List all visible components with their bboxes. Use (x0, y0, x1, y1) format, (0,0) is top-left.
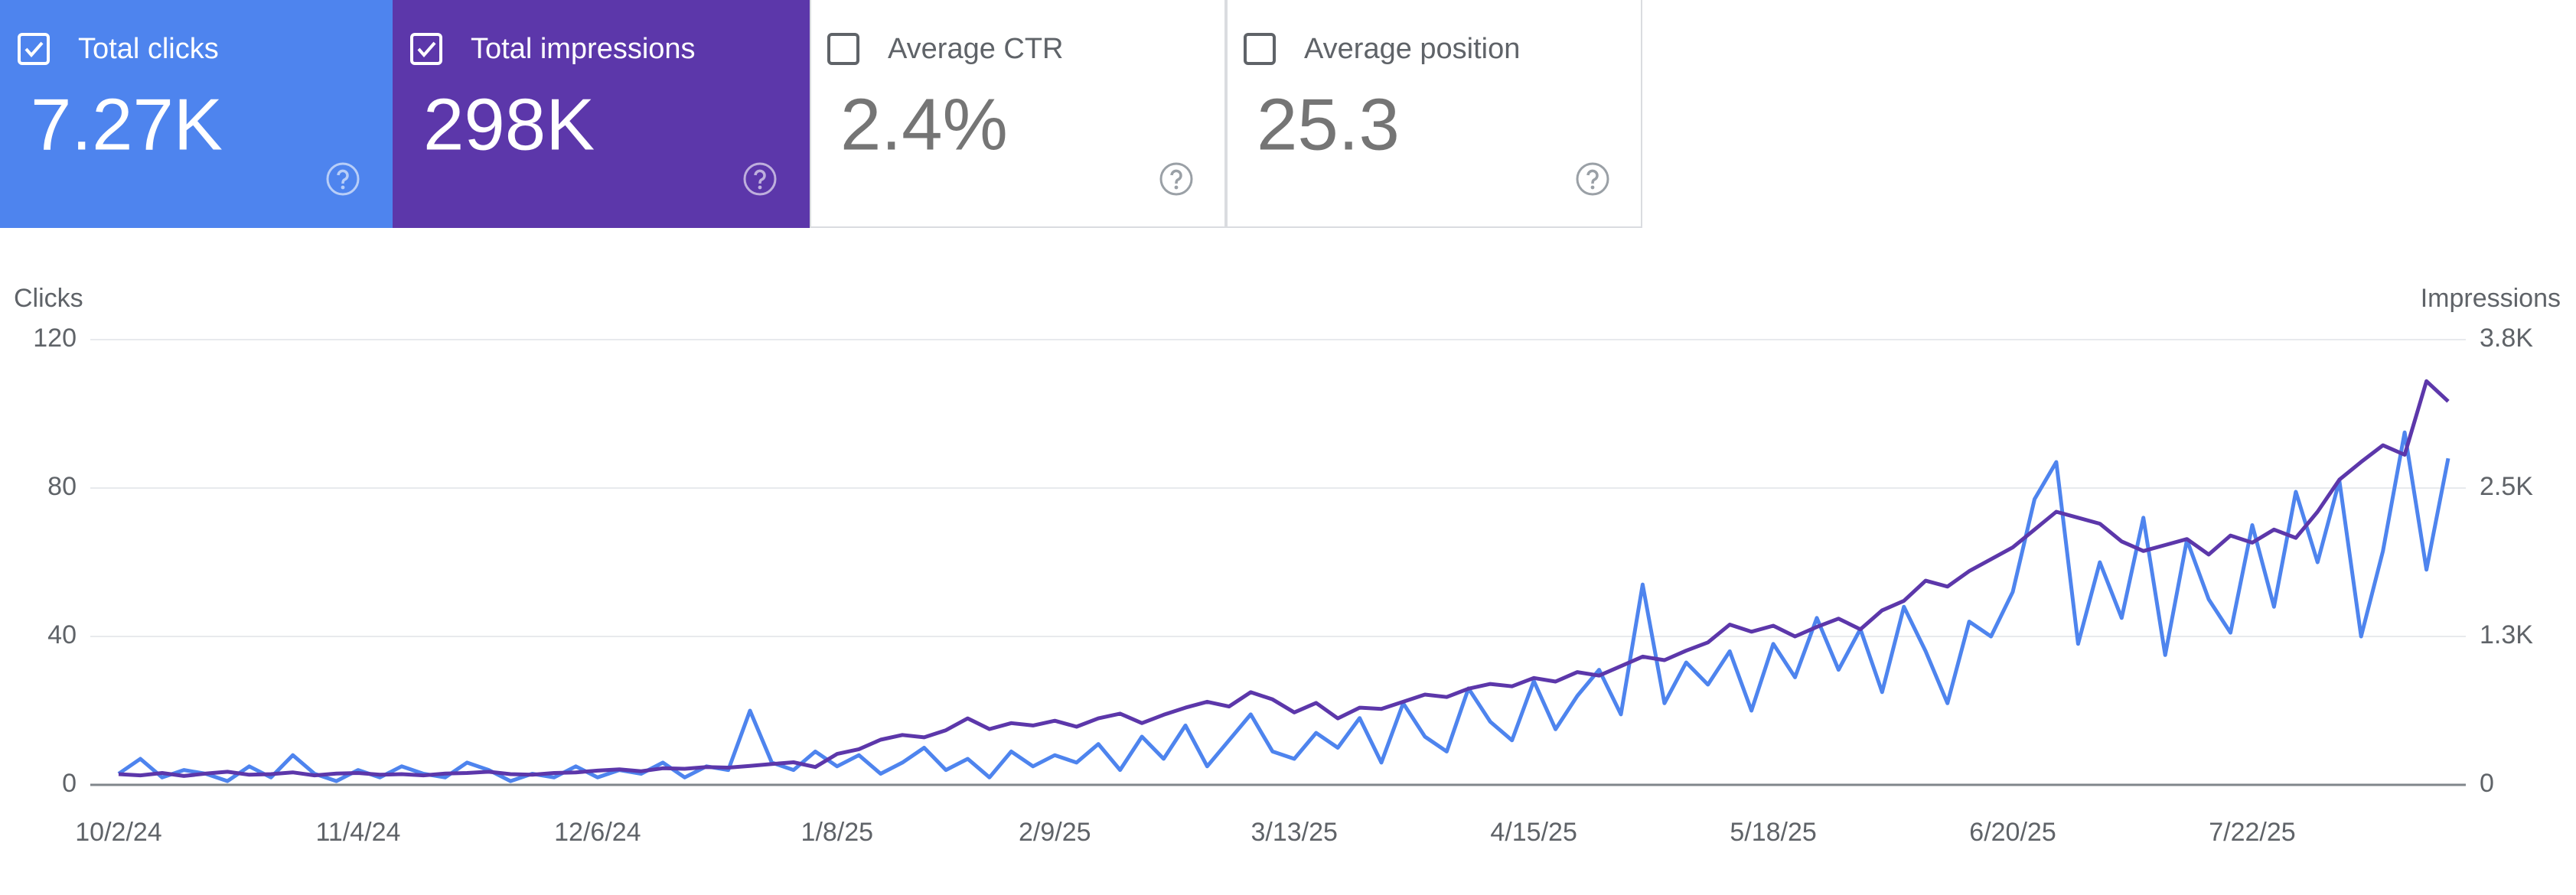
tile-label: Average CTR (888, 33, 1064, 65)
tile-background (0, 0, 393, 228)
help-dot (1174, 185, 1179, 190)
y2-tick-label: 1.3K (2480, 620, 2533, 649)
checkbox-check (417, 41, 436, 58)
series-line (118, 379, 2450, 778)
help-mark (1586, 169, 1599, 184)
tile-value: 25.3 (1257, 83, 1400, 165)
tile-value: 2.4% (840, 83, 1008, 165)
checkbox-box (18, 33, 50, 65)
help-mark (754, 169, 766, 184)
help-dot (758, 185, 762, 190)
y-axis-label: Clicks (14, 284, 83, 313)
y2-tick-label: 3.8K (2480, 324, 2533, 353)
x-tick-label: 6/20/25 (1969, 818, 2056, 847)
x-tick-label: 1/8/25 (801, 818, 874, 847)
y2-tick-label: 2.5K (2480, 472, 2533, 501)
x-tick-label: 7/22/25 (2209, 818, 2295, 847)
tile-label: Average position (1304, 33, 1520, 65)
help-icon[interactable] (1159, 162, 1193, 196)
y-tick-label: 40 (47, 620, 77, 649)
tile-background (810, 0, 1226, 228)
tile-label: Total impressions (471, 33, 696, 65)
x-tick-label: 12/6/24 (554, 818, 641, 847)
y2-tick-label: 0 (2480, 769, 2494, 798)
metric-tile[interactable]: Total impressions 298K (393, 0, 810, 228)
y-tick-label: 120 (33, 324, 77, 353)
x-tick-label: 4/15/25 (1490, 818, 1577, 847)
metric-tile[interactable]: Average position 25.3 (1226, 0, 1642, 228)
checkbox (827, 33, 859, 65)
checkbox-check (24, 41, 44, 58)
help-circle (326, 162, 360, 196)
y-tick-label: 80 (47, 472, 77, 501)
checkbox (410, 33, 442, 65)
tile-value: 7.27K (31, 83, 223, 165)
x-tick-label: 5/18/25 (1730, 818, 1816, 847)
help-icon[interactable] (326, 162, 360, 196)
series-line (117, 430, 2450, 783)
help-mark (337, 169, 349, 184)
metric-tile[interactable]: Total clicks 7.27K (0, 0, 393, 228)
y2-axis-label: Impressions (2421, 284, 2561, 313)
help-circle (1159, 162, 1193, 196)
checkbox-box (827, 33, 859, 65)
y-tick-label: 0 (62, 769, 77, 798)
x-tick-label: 2/9/25 (1019, 818, 1091, 847)
help-icon[interactable] (1576, 162, 1609, 196)
help-icon[interactable] (743, 162, 777, 196)
help-circle (1576, 162, 1609, 196)
metric-tile[interactable]: Average CTR 2.4% (810, 0, 1226, 228)
checkbox (18, 33, 50, 65)
checkbox (1244, 33, 1276, 65)
help-mark (1170, 169, 1182, 184)
help-dot (341, 185, 345, 190)
x-tick-label: 3/13/25 (1251, 818, 1337, 847)
tile-background (393, 0, 810, 228)
x-tick-label: 10/2/24 (75, 818, 161, 847)
x-tick-label: 11/4/24 (315, 818, 400, 847)
tile-value: 298K (423, 83, 595, 165)
help-circle (743, 162, 777, 196)
help-dot (1590, 185, 1595, 190)
tile-background (1226, 0, 1642, 228)
tile-label: Total clicks (78, 33, 219, 65)
checkbox-box (410, 33, 442, 65)
checkbox-box (1244, 33, 1276, 65)
